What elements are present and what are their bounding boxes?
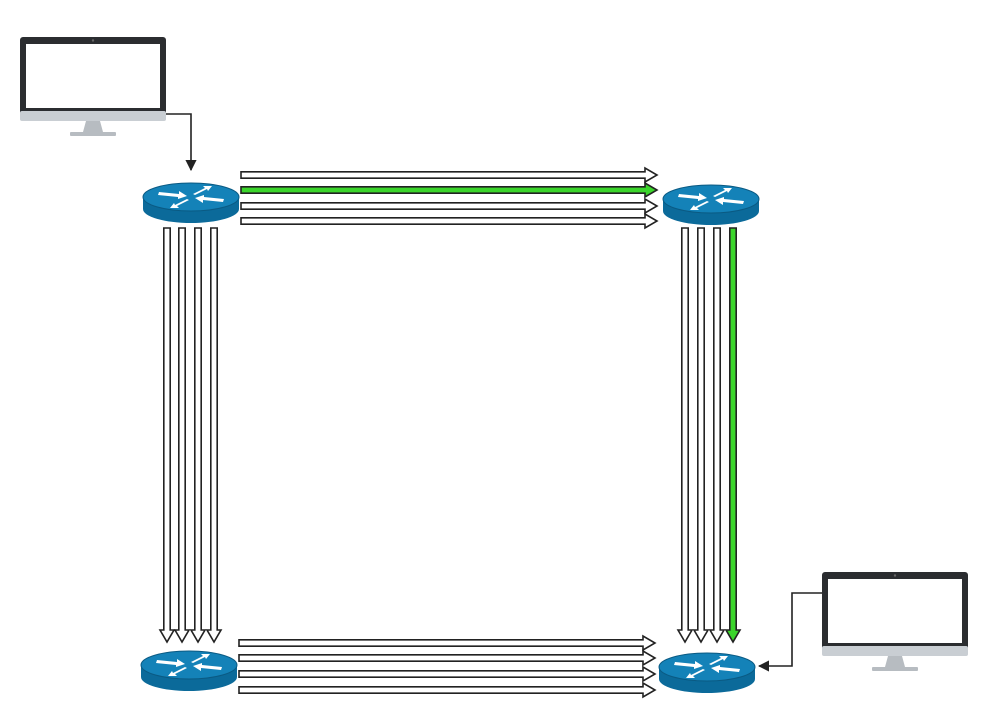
router-icon bbox=[142, 182, 240, 223]
connector-monitor-bottom-right bbox=[757, 592, 822, 672]
router-icon bbox=[662, 184, 760, 225]
router-icon bbox=[140, 650, 238, 691]
monitor-icon bbox=[20, 37, 166, 136]
link-left-1[interactable] bbox=[158, 227, 176, 644]
link-top-1[interactable] bbox=[240, 166, 659, 184]
link-bottom-2[interactable] bbox=[238, 649, 657, 667]
link-bottom-1[interactable] bbox=[238, 634, 657, 652]
link-left-4[interactable] bbox=[205, 227, 223, 644]
connector-monitor-top-left bbox=[166, 113, 197, 172]
link-top-2-highlighted[interactable] bbox=[240, 181, 659, 199]
link-right-4-highlighted[interactable] bbox=[724, 227, 742, 644]
monitor-icon bbox=[822, 572, 968, 671]
link-top-4[interactable] bbox=[240, 212, 659, 230]
link-bottom-3[interactable] bbox=[238, 665, 657, 683]
router-top-right[interactable] bbox=[662, 184, 760, 225]
link-top-3[interactable] bbox=[240, 197, 659, 215]
router-top-left[interactable] bbox=[142, 182, 240, 223]
link-right-2[interactable] bbox=[692, 227, 710, 644]
link-right-3[interactable] bbox=[708, 227, 726, 644]
monitor-top-left[interactable] bbox=[20, 37, 166, 136]
router-bottom-left[interactable] bbox=[140, 650, 238, 691]
link-left-2[interactable] bbox=[173, 227, 191, 644]
link-right-1[interactable] bbox=[676, 227, 694, 644]
connectors-layer bbox=[166, 113, 822, 672]
link-left-3[interactable] bbox=[189, 227, 207, 644]
router-icon bbox=[658, 652, 756, 693]
router-bottom-right[interactable] bbox=[658, 652, 756, 693]
link-bottom-4[interactable] bbox=[238, 681, 657, 699]
monitor-bottom-right[interactable] bbox=[822, 572, 968, 671]
links-layer bbox=[158, 166, 742, 699]
